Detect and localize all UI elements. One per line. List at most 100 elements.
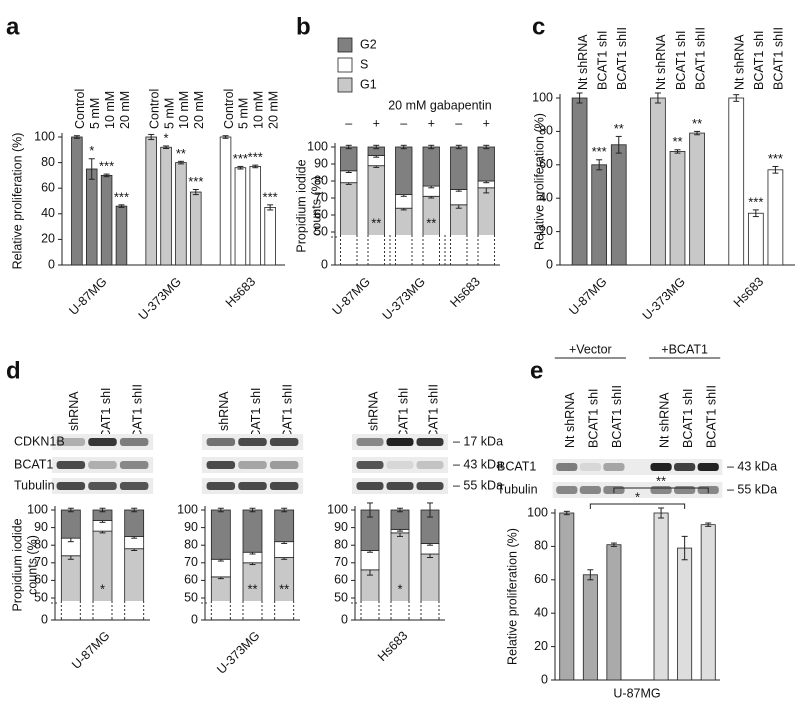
bar-segment (210, 509, 231, 560)
y-tick-label: 40 (539, 190, 553, 204)
y-tick-label: 100 (27, 502, 48, 516)
blot-band (56, 482, 86, 490)
bar (145, 136, 157, 266)
blot-band (603, 463, 625, 471)
blot-band (88, 482, 117, 490)
y-tick-label: 80 (539, 124, 553, 138)
legend-swatch (337, 77, 353, 93)
blot-band (697, 463, 719, 471)
y-axis-label: Propidium iodide (10, 518, 24, 611)
y-axis-label: Relative proliferation (%) (10, 133, 24, 270)
blot-band (269, 482, 299, 490)
panel-label: e (530, 357, 543, 384)
blot-strip (552, 459, 723, 475)
bar (264, 206, 276, 266)
panel-label: c (532, 13, 545, 40)
lane-label: BCAT1 shII (610, 385, 624, 448)
lane-label: BCAT1 shII (705, 385, 719, 448)
bar-segment (395, 146, 413, 195)
blot-band (206, 438, 236, 446)
axis-break (336, 235, 500, 264)
blot-band (119, 438, 149, 446)
bar (610, 144, 627, 266)
blot-band (650, 463, 672, 471)
bar-segment (124, 509, 145, 537)
blot-band (356, 482, 384, 490)
y-tick-label: 20 (539, 224, 553, 238)
x-axis-label: U-87MG (69, 629, 112, 672)
y-tick-label: 80 (41, 155, 55, 169)
significance: *** (233, 151, 248, 166)
lane-label: BCAT1 shII (426, 384, 440, 447)
y-tick-label: 50 (34, 590, 48, 604)
y-axis-label: Propidium iodide (294, 159, 308, 252)
bar-segment (450, 146, 468, 190)
y-tick-label: 60 (539, 157, 553, 171)
blot-marker: – 55 kDa (727, 482, 777, 496)
category-label: – (455, 116, 462, 130)
significance: ** (371, 215, 381, 230)
axis-break (356, 601, 445, 619)
blot-band (88, 461, 117, 469)
category-label: BCAT1 shI (752, 30, 766, 90)
category-label: 10 mM (252, 91, 266, 129)
lane-label: Nt shRNA (67, 391, 81, 447)
bar (71, 136, 83, 266)
bar (559, 512, 575, 681)
lane-label: BCAT1 shI (587, 388, 601, 448)
x-axis-label: Hs683 (375, 629, 410, 664)
blot-band (56, 438, 86, 446)
category-label: BCAT1 shII (693, 27, 707, 90)
axis-break (56, 601, 150, 619)
blot-row-label: CDKN1B (14, 434, 65, 448)
series-label: +BCAT1 (661, 342, 708, 356)
y-tick-label: 50 (184, 590, 198, 604)
significance: *** (592, 144, 607, 159)
y-tick-label: 90 (184, 520, 198, 534)
y-tick-label: 50 (334, 590, 348, 604)
blot-marker: – 43 kDa (727, 459, 777, 473)
significance: *** (248, 150, 263, 165)
y-tick-label: 70 (34, 555, 48, 569)
bar (571, 97, 588, 266)
y-tick-label: 90 (334, 520, 348, 534)
category-label: + (483, 116, 490, 130)
bar-segment (390, 509, 410, 530)
category-label: Nt shRNA (576, 34, 590, 90)
blot-band (269, 461, 299, 469)
blot-band (674, 486, 696, 494)
category-label: 20 mM (118, 91, 132, 129)
significance: ** (426, 215, 436, 230)
legend-swatch (337, 37, 353, 53)
y-tick-label: 100 (177, 502, 198, 516)
bracket (613, 487, 709, 493)
bar-segment (210, 558, 231, 578)
blot-band (386, 438, 414, 446)
blot-band (579, 463, 601, 471)
y-tick-label: 80 (34, 537, 48, 551)
significance: ** (176, 146, 186, 161)
blot-band (556, 463, 578, 471)
y-tick-label: 100 (327, 502, 348, 516)
y-tick-label: 80 (334, 537, 348, 551)
bar (234, 167, 247, 266)
category-label: 5 mM (88, 98, 102, 129)
bar-segment (242, 509, 263, 553)
y-tick-label: 90 (314, 156, 328, 170)
y-tick-label: 0 (41, 612, 48, 626)
y-tick-label: 90 (34, 520, 48, 534)
bar-segment (360, 550, 380, 571)
significance: ** (692, 116, 702, 131)
bar (606, 544, 622, 681)
blot-band (416, 438, 444, 446)
bar (115, 205, 128, 266)
blot-marker: – 17 kDa (453, 434, 503, 448)
lane-label: Nt shRNA (657, 392, 671, 448)
category-label: – (345, 116, 352, 130)
blot-band (238, 482, 267, 490)
bracket-label: ** (656, 473, 666, 488)
significance: ** (614, 121, 624, 136)
blot-band (269, 438, 299, 446)
y-tick-label: 60 (314, 207, 328, 221)
